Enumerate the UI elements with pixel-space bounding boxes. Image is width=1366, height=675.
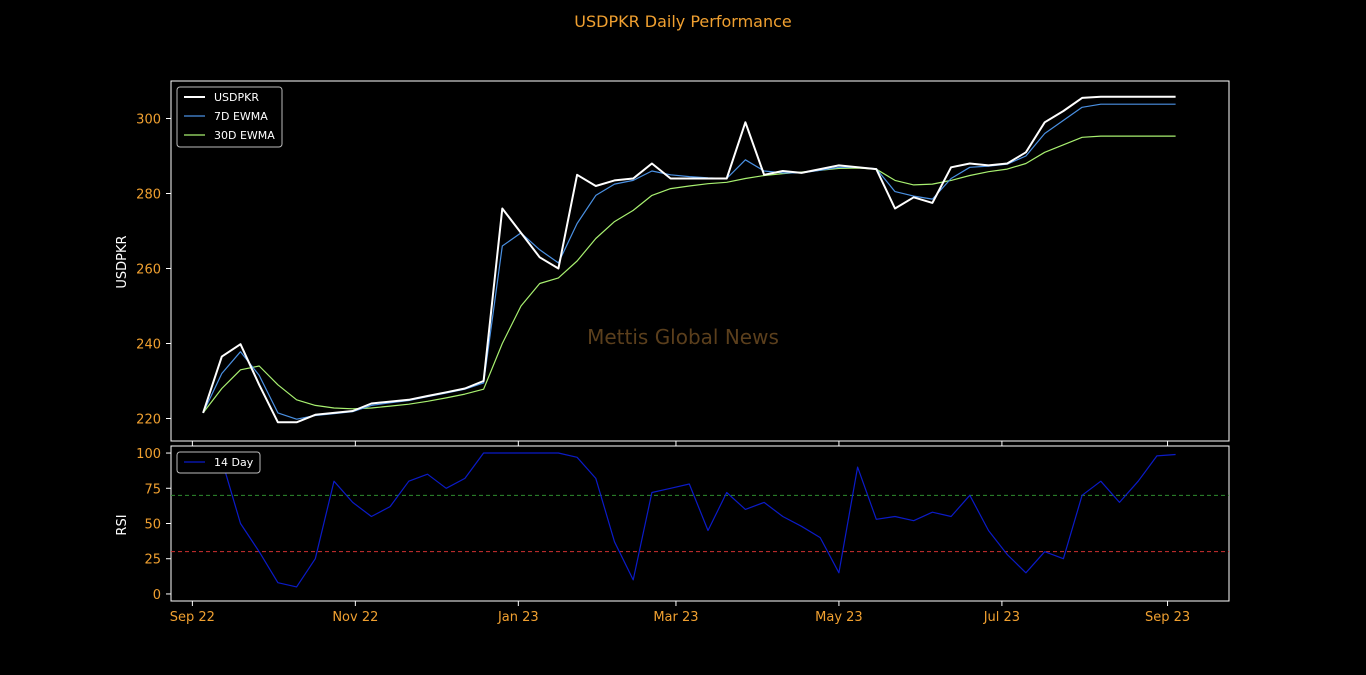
price-panel: 220 240 260 280 300 USDPKR Mettis Global New… <box>115 80 1230 446</box>
rsi-panel: 0 25 50 75 100 RSI Sep 22 Nov 22 Jan 23 Mar 23 M… <box>115 445 1230 625</box>
price-x-ticks <box>191 441 1169 446</box>
x-tick-label-sep-23: Sep 23 <box>1145 610 1190 625</box>
series-line-7d-ewma <box>202 103 1176 420</box>
x-tick-label-jan-23: Jan 23 <box>497 610 539 625</box>
price-y-tick-label-280: 280 <box>136 188 161 203</box>
price-y-label: USDPKR <box>115 235 130 288</box>
price-y-tick-label-220: 220 <box>136 413 161 428</box>
rsi-y-tick-label-0: 0 <box>153 588 161 603</box>
rsi-y-ticks: 0 25 50 75 100 <box>136 447 171 603</box>
x-tick-label-mar-23: Mar 23 <box>653 610 698 625</box>
price-y-tick-label-300: 300 <box>136 113 161 128</box>
x-tick-label-jul-23: Jul 23 <box>983 610 1020 625</box>
rsi-legend-box <box>176 451 261 474</box>
rsi-y-label: RSI <box>115 514 130 535</box>
rsi-x-ticks: Sep 22 Nov 22 Jan 23 Mar 23 May 23 Jul 23 Sep … <box>170 601 1190 625</box>
series-line-usdpkr <box>202 95 1176 424</box>
price-legend: USDPKR 7D EWMA 30D EWMA <box>176 86 283 148</box>
legend-label-14-day: 14 Day <box>214 456 254 469</box>
x-tick-label-sep-22: Sep 22 <box>170 610 215 625</box>
price-y-ticks: 220 240 260 280 300 <box>136 113 171 428</box>
legend-label-7d-ewma: 7D EWMA <box>214 110 268 123</box>
price-y-tick-label-260: 260 <box>136 263 161 278</box>
price-plot-frame <box>170 80 1230 442</box>
series-line-14-day <box>202 452 1176 588</box>
rsi-y-tick-label-25: 25 <box>144 553 161 568</box>
price-series <box>202 95 1176 424</box>
legend-label-usdpkr: USDPKR <box>214 91 259 104</box>
rsi-plot-frame <box>170 445 1230 602</box>
rsi-y-tick-label-100: 100 <box>136 447 161 462</box>
rsi-series <box>202 452 1176 588</box>
chart-title: USDPKR Daily Performance <box>574 12 792 31</box>
watermark: Mettis Global News <box>587 325 779 349</box>
price-y-tick-label-240: 240 <box>136 338 161 353</box>
rsi-legend: 14 Day <box>176 451 261 474</box>
x-tick-label-nov-22: Nov 22 <box>332 610 378 625</box>
series-line-30d-ewma <box>202 135 1176 414</box>
rsi-reference-lines <box>171 494 1229 553</box>
price-legend-box <box>176 86 283 148</box>
rsi-y-tick-label-75: 75 <box>144 482 161 497</box>
rsi-y-tick-label-50: 50 <box>144 518 161 533</box>
legend-label-30d-ewma: 30D EWMA <box>214 129 275 142</box>
x-tick-label-may-23: May 23 <box>815 610 863 625</box>
